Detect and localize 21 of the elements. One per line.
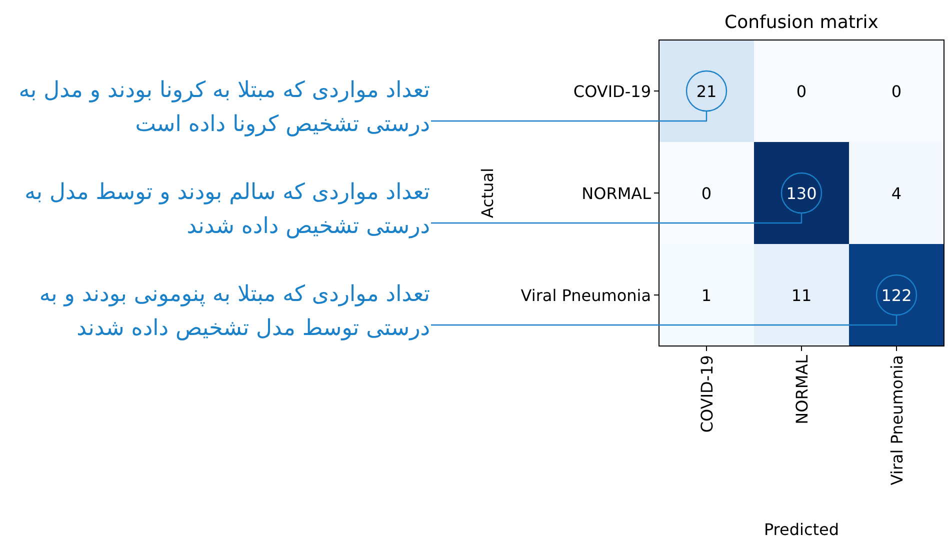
text: تعداد مواردی که سالم بودند و توسط مدل به درستی تشخیص داده شدند <box>24 179 430 241</box>
chart-title: Confusion matrix <box>724 12 879 33</box>
data-label: 1 <box>701 286 712 305</box>
data-label: 122 <box>881 286 912 305</box>
y-axis-title: Actual <box>478 168 497 218</box>
y-tick-label: NORMAL <box>582 184 652 203</box>
data-label: 4 <box>891 184 902 203</box>
data-label: 130 <box>786 184 817 203</box>
x-tick-label: COVID-19 <box>698 355 716 433</box>
y-tick-label: COVID-19 <box>573 82 651 101</box>
data-label: 0 <box>891 82 902 101</box>
data-label: 0 <box>796 82 807 101</box>
text: تعداد مواردی که مبتلا به پنومونی بودند و به درستی توسط مدل تشخیص داده شدند <box>38 281 430 343</box>
x-axis-title: Predicted <box>764 520 840 539</box>
x-tick-label: Viral Pneumonia <box>888 355 906 486</box>
text: تعداد مواردی که مبتلا به کرونا بودند و مدل به درستی تشخیص کرونا داده است <box>18 77 430 139</box>
data-label: 11 <box>791 286 812 305</box>
y-tick-label: Viral Pneumonia <box>520 286 651 305</box>
data-label: 0 <box>701 184 712 203</box>
data-label: 21 <box>696 82 717 101</box>
x-tick-label: NORMAL <box>792 354 812 424</box>
